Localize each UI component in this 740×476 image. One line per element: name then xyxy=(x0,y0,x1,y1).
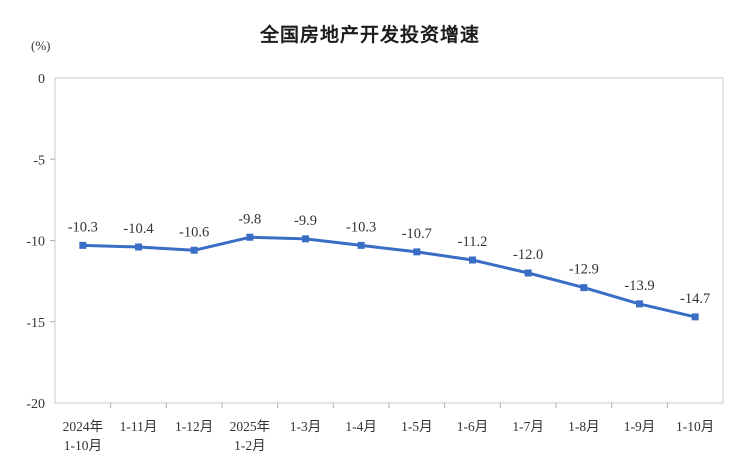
y-axis-tick-label: -20 xyxy=(26,397,45,412)
x-axis-category-label: 2024年 1-10月 xyxy=(63,419,104,453)
data-point-marker xyxy=(190,246,198,254)
data-point-marker xyxy=(691,313,699,321)
y-axis-tick-label: -10 xyxy=(26,235,45,250)
data-point-label: -12.9 xyxy=(569,262,599,278)
x-axis-category-label: 1-7月 xyxy=(512,419,544,434)
data-point-marker xyxy=(580,284,588,292)
y-axis-tick-label: -15 xyxy=(26,316,45,331)
x-axis-category-label: 1-6月 xyxy=(457,419,489,434)
x-axis-category-label: 1-12月 xyxy=(175,419,213,434)
x-axis-category-label: 1-4月 xyxy=(345,419,377,434)
data-point-label: -10.6 xyxy=(179,224,209,240)
data-point-marker xyxy=(357,241,365,249)
x-axis-category-label: 2025年 1-2月 xyxy=(230,419,271,453)
data-series-line xyxy=(81,235,697,319)
data-point-marker xyxy=(79,241,87,249)
data-point-label: -11.2 xyxy=(458,234,488,250)
y-axis-tick-label: 0 xyxy=(38,72,45,87)
y-axis-tick-label: -5 xyxy=(33,153,45,168)
data-point-marker xyxy=(246,233,254,241)
data-point-label: -10.3 xyxy=(346,219,376,235)
data-point-marker xyxy=(524,269,532,277)
x-axis-category-label: 1-9月 xyxy=(624,419,656,434)
plot-border xyxy=(54,77,724,404)
data-point-marker xyxy=(469,256,476,264)
y-axis-unit-label: (%) xyxy=(31,38,51,53)
x-axis-category-label: 1-10月 xyxy=(676,419,714,434)
x-axis-category-label: 1-5月 xyxy=(401,419,433,434)
data-point-marker xyxy=(413,248,421,256)
x-axis-category-label: 1-3月 xyxy=(290,419,322,434)
data-point-label: -10.7 xyxy=(402,226,432,242)
chart-title: 全国房地产开发投资增速 xyxy=(259,25,480,46)
x-axis-category-label: 1-11月 xyxy=(120,419,158,434)
data-point-label: -9.9 xyxy=(294,213,317,229)
data-point-marker xyxy=(302,235,309,243)
x-axis-category-label: 1-8月 xyxy=(568,419,600,434)
data-point-label: -10.3 xyxy=(68,219,98,235)
data-point-label: -10.4 xyxy=(123,221,154,237)
data-point-label: -12.0 xyxy=(513,247,543,263)
data-point-marker xyxy=(135,243,142,251)
data-point-label: -9.8 xyxy=(238,211,261,227)
data-point-label: -13.9 xyxy=(624,278,654,294)
data-point-marker xyxy=(636,300,643,308)
data-point-label: -14.7 xyxy=(680,291,710,307)
